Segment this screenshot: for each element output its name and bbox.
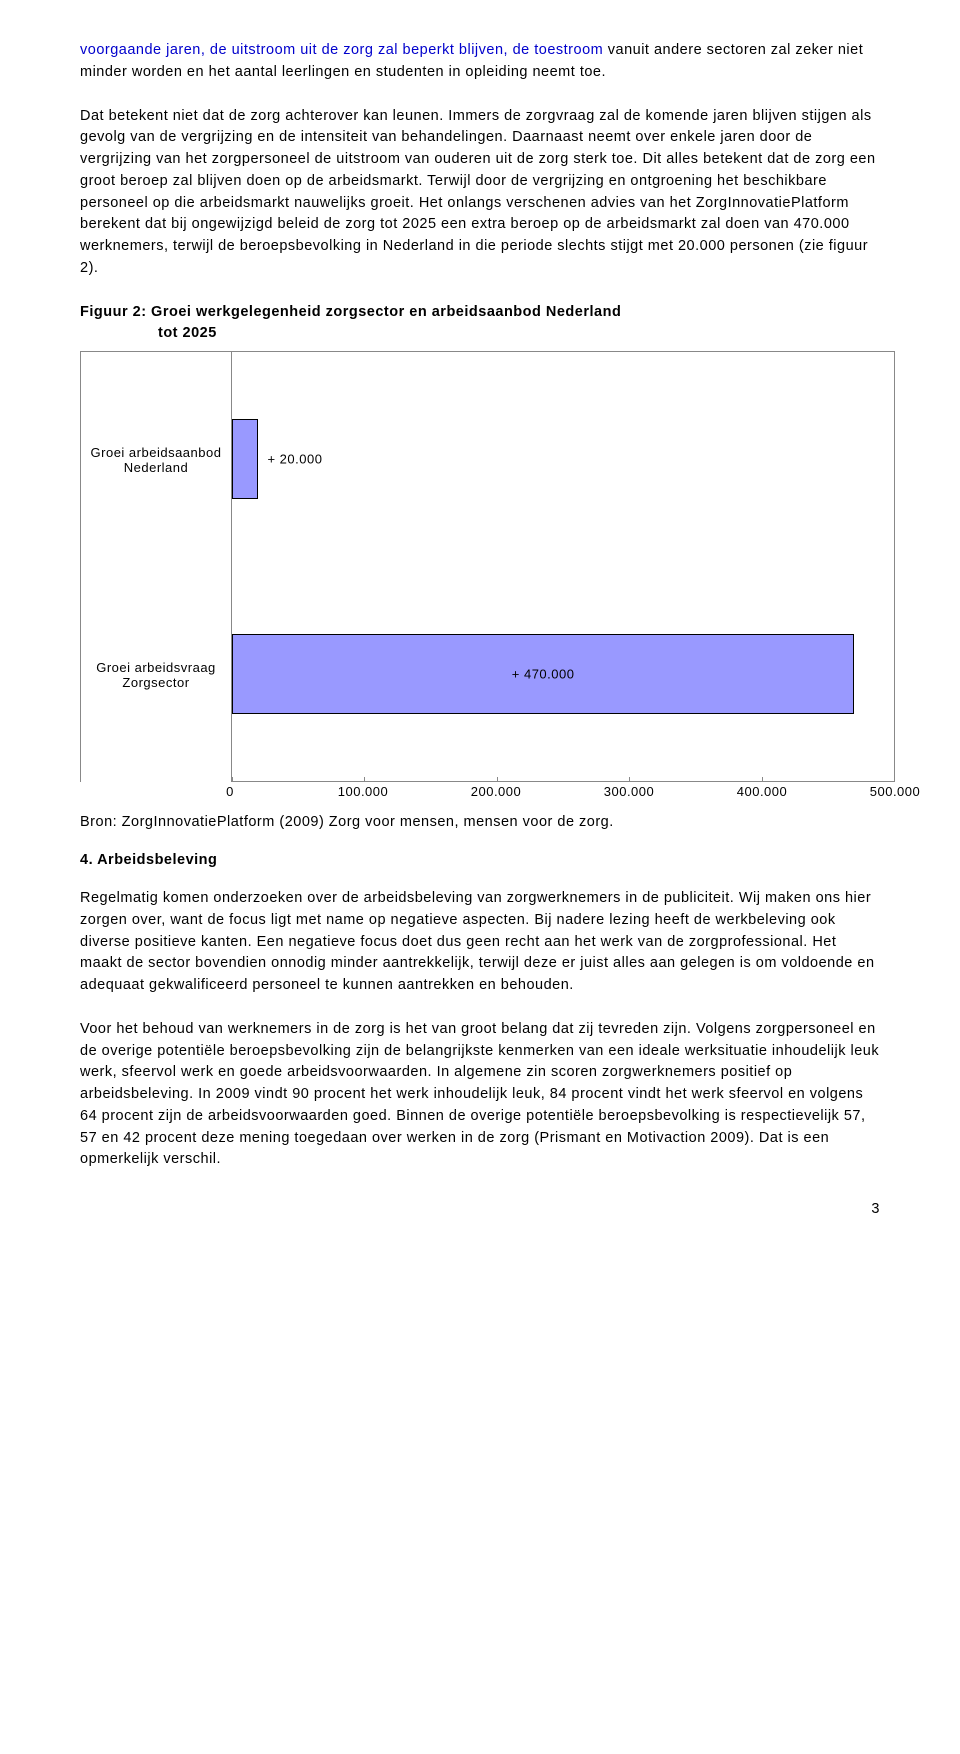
paragraph-1-highlight: voorgaande jaren, de uitstroom uit de zo… [80,42,603,58]
chart-x-axis: 0100.000200.000300.000400.000500.000 [80,784,895,806]
figure-title-line2: tot 2025 [80,323,880,345]
chart-xtick-1: 100.000 [338,784,389,799]
paragraph-3: Regelmatig komen onderzoeken over de arb… [80,888,880,997]
chart-category-1: Groei arbeidsvraag Zorgsector [81,567,231,782]
chart-xtick-5: 500.000 [870,784,921,799]
section-4-heading: 4. Arbeidsbeleving [80,852,880,868]
chart-row-1: + 470.000 [232,567,894,782]
page-number: 3 [80,1201,880,1217]
chart-xtick-3: 300.000 [604,784,655,799]
figure-title: Figuur 2: Groei werkgelegenheid zorgsect… [80,302,880,346]
paragraph-4: Voor het behoud van werknemers in de zor… [80,1019,880,1171]
chart-bar-label-1: + 470.000 [512,666,575,681]
chart-row-0: + 20.000 [232,352,894,567]
chart-xtick-2: 200.000 [471,784,522,799]
chart-source: Bron: ZorgInnovatiePlatform (2009) Zorg … [80,814,880,830]
chart-plot-area: + 20.000 + 470.000 [231,352,894,782]
chart-x-ticks: 0100.000200.000300.000400.000500.000 [230,784,895,806]
figure-title-line1: Figuur 2: Groei werkgelegenheid zorgsect… [80,304,621,320]
chart-bar-0: + 20.000 [232,419,258,499]
paragraph-2: Dat betekent niet dat de zorg achterover… [80,106,880,280]
chart-bar-1: + 470.000 [232,634,854,714]
chart-y-labels: Groei arbeidsaanbod Nederland Groei arbe… [81,352,231,782]
chart-bar-label-0: + 20.000 [257,452,322,467]
chart-container: Groei arbeidsaanbod Nederland Groei arbe… [80,351,895,782]
chart-category-0: Groei arbeidsaanbod Nederland [81,352,231,567]
paragraph-1: voorgaande jaren, de uitstroom uit de zo… [80,40,880,84]
chart-xtick-0: 0 [226,784,234,799]
chart-xtick-4: 400.000 [737,784,788,799]
